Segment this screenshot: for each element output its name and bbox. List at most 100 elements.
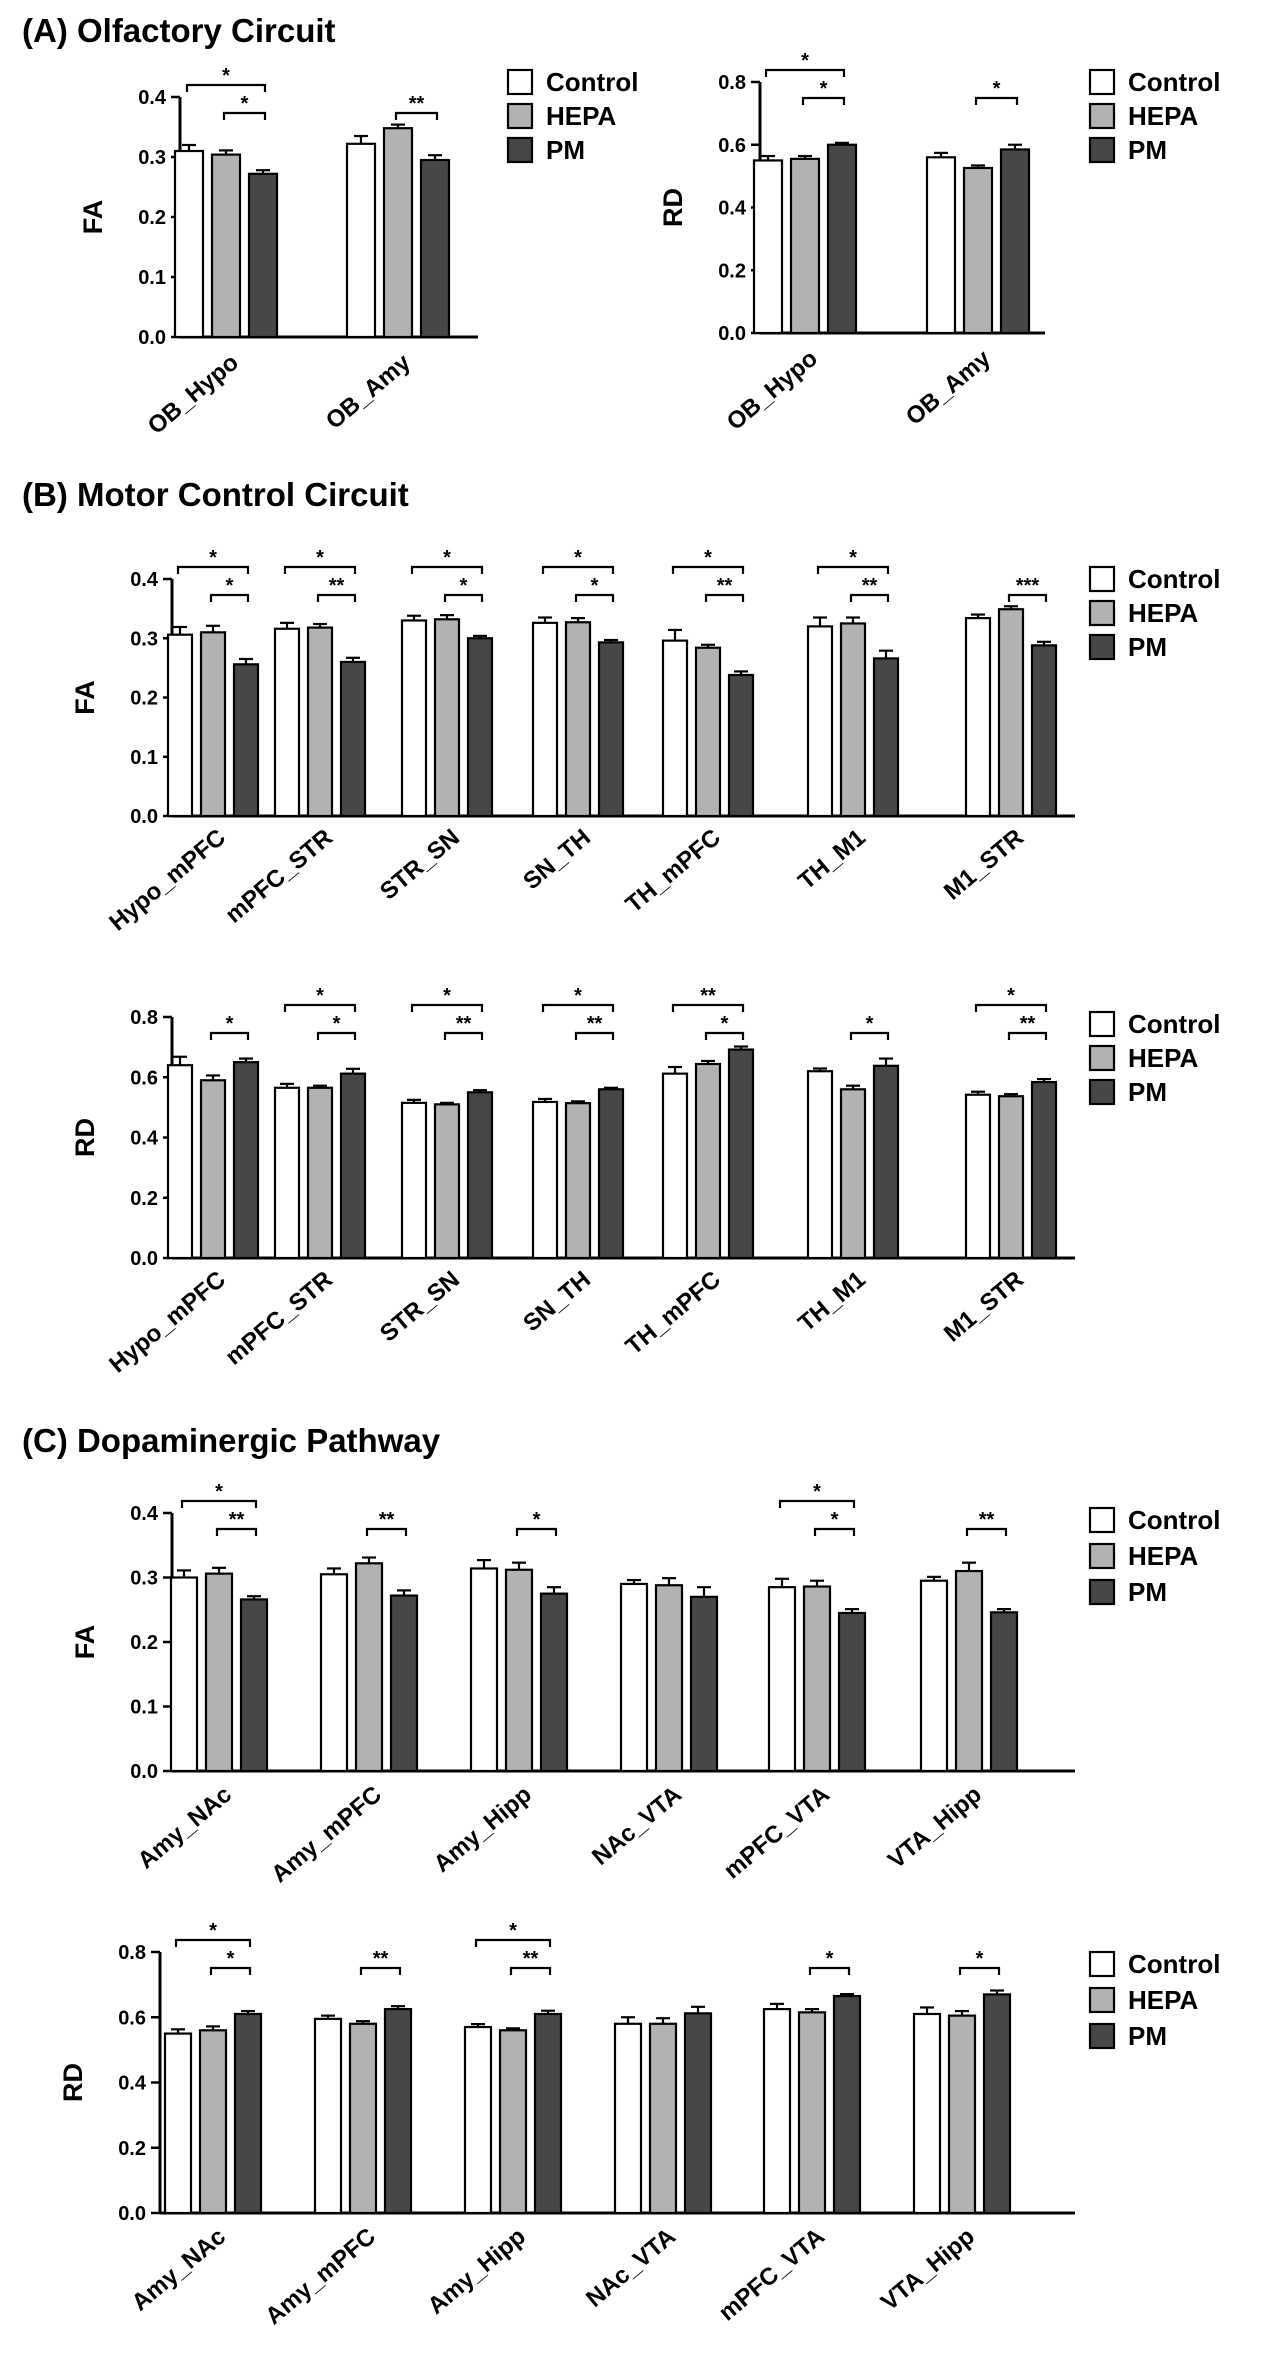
legend-swatch-hepa <box>506 102 534 130</box>
bar-control <box>163 2032 193 2215</box>
bar-hepa <box>433 1103 461 1260</box>
bar-hepa <box>564 621 592 818</box>
bar-pm <box>1030 644 1058 818</box>
significance-label: ** <box>373 1948 389 1970</box>
significance-bracket <box>443 1031 484 1040</box>
significance-label: * <box>826 1948 834 1970</box>
y-tick-label: 0.4 <box>130 1503 159 1525</box>
y-tick-label: 0.1 <box>130 747 158 769</box>
y-tick-label: 0.3 <box>130 628 158 650</box>
significance-label: * <box>443 547 451 569</box>
significance-bracket <box>185 83 267 92</box>
bar-pm <box>466 1091 494 1260</box>
significance-label: * <box>591 575 599 597</box>
significance-bracket <box>816 565 890 574</box>
legend-swatch-control <box>1088 68 1116 96</box>
bar-hepa <box>802 1585 832 1773</box>
y-tick-label: 0.1 <box>138 267 166 289</box>
significance-label: ** <box>523 1948 539 1970</box>
legend-label-pm: PM <box>1128 1577 1167 1607</box>
bar-pm <box>533 2012 563 2215</box>
legend-swatch-pm <box>506 136 534 164</box>
bar-control <box>345 142 377 339</box>
significance-bracket <box>316 1031 357 1040</box>
significance-bracket <box>849 1031 890 1040</box>
legend-label-control: Control <box>546 67 638 97</box>
bar-pm <box>466 637 494 818</box>
bar-pm <box>383 2007 413 2215</box>
significance-label: *** <box>1016 575 1040 597</box>
legend-swatch-pm <box>1088 1578 1116 1606</box>
bar-hepa <box>654 1584 684 1773</box>
bar-hepa <box>199 1079 227 1260</box>
y-axis-label: RD <box>70 1118 100 1157</box>
significance-label: * <box>801 50 809 72</box>
bar-control <box>169 1576 199 1773</box>
significance-label: * <box>226 575 234 597</box>
significance-bracket <box>180 1499 258 1508</box>
y-tick-label: 0.2 <box>138 207 166 229</box>
x-tick-label: VTA_Hipp <box>883 1781 987 1874</box>
bar-control <box>925 156 957 335</box>
bar-pm <box>999 148 1031 335</box>
significance-bracket <box>209 1031 250 1040</box>
significance-label: * <box>831 1509 839 1531</box>
significance-label: ** <box>700 985 716 1007</box>
significance-bracket <box>704 593 745 602</box>
bar-hepa <box>694 646 722 818</box>
bar-hepa <box>306 1086 334 1260</box>
bar-pm <box>826 143 858 335</box>
y-tick-label: 0.2 <box>118 2138 146 2160</box>
legend-swatch-hepa <box>1088 1044 1116 1072</box>
bar-pm <box>832 1994 862 2215</box>
x-tick-label: Amy_Hipp <box>429 1781 537 1878</box>
section-title-a: (A) Olfactory Circuit <box>22 12 336 49</box>
significance-bracket <box>410 1003 484 1012</box>
y-tick-label: 0.0 <box>718 323 746 345</box>
x-tick-label: Hypo_mPFC <box>104 824 231 936</box>
y-tick-label: 0.1 <box>130 1697 158 1719</box>
significance-label: ** <box>409 93 425 115</box>
bar-hepa <box>954 1569 984 1773</box>
legend-swatch-hepa <box>1088 102 1116 130</box>
significance-bracket <box>316 593 357 602</box>
bar-hepa <box>354 1562 384 1773</box>
x-tick-label: mPFC_VTA <box>719 1781 835 1885</box>
bar-control <box>463 2025 493 2215</box>
bar-hepa <box>498 2029 528 2215</box>
legend-swatch-control <box>1088 1506 1116 1534</box>
bar-hepa <box>947 2014 977 2215</box>
bar-hepa <box>306 626 334 818</box>
legend-swatch-hepa <box>1088 1542 1116 1570</box>
x-tick-label: Amy_mPFC <box>260 2223 381 2330</box>
bar-pm <box>233 2012 263 2215</box>
legend-label-pm: PM <box>1128 135 1167 165</box>
y-tick-label: 0.8 <box>118 1942 146 1964</box>
significance-label: * <box>222 65 230 87</box>
significance-bracket <box>359 1966 402 1975</box>
y-tick-label: 0.0 <box>118 2203 146 2225</box>
bar-control <box>661 639 689 818</box>
bar-hepa <box>199 631 227 818</box>
bar-control <box>767 1586 797 1773</box>
bar-pm <box>872 1064 900 1260</box>
x-tick-label: Amy_NAc <box>127 2223 231 2317</box>
bar-control <box>400 619 428 818</box>
significance-label: * <box>849 547 857 569</box>
bar-hepa <box>504 1568 534 1773</box>
chart-panel-2: 0.0 0.2 0.4 0.6 0.8 RD OB_Hypo OB_Amy * * * Control… <box>658 50 1220 436</box>
bar-pm <box>683 2012 713 2215</box>
y-axis-label: FA <box>70 680 100 715</box>
significance-bracket <box>1007 1031 1048 1040</box>
significance-label: * <box>533 1509 541 1531</box>
bar-pm <box>1030 1080 1058 1260</box>
x-tick-label: OB_Amy <box>321 348 417 434</box>
x-tick-label: TH_M1 <box>793 1266 871 1337</box>
bar-pm <box>539 1592 569 1773</box>
significance-label: * <box>813 1481 821 1503</box>
bar-hepa <box>198 2029 228 2215</box>
significance-bracket <box>574 1031 615 1040</box>
significance-label: * <box>993 78 1001 100</box>
